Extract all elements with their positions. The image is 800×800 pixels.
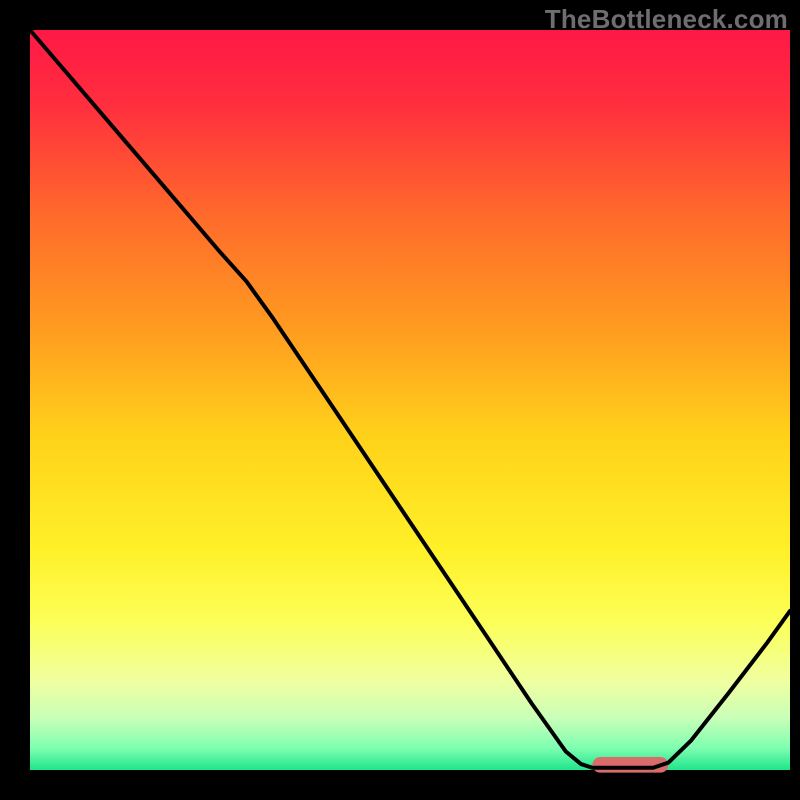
watermark-text: TheBottleneck.com	[545, 4, 788, 35]
chart-container: { "watermark": "TheBottleneck.com", "cha…	[0, 0, 800, 800]
chart-background	[30, 30, 790, 770]
bottleneck-chart	[0, 0, 800, 800]
